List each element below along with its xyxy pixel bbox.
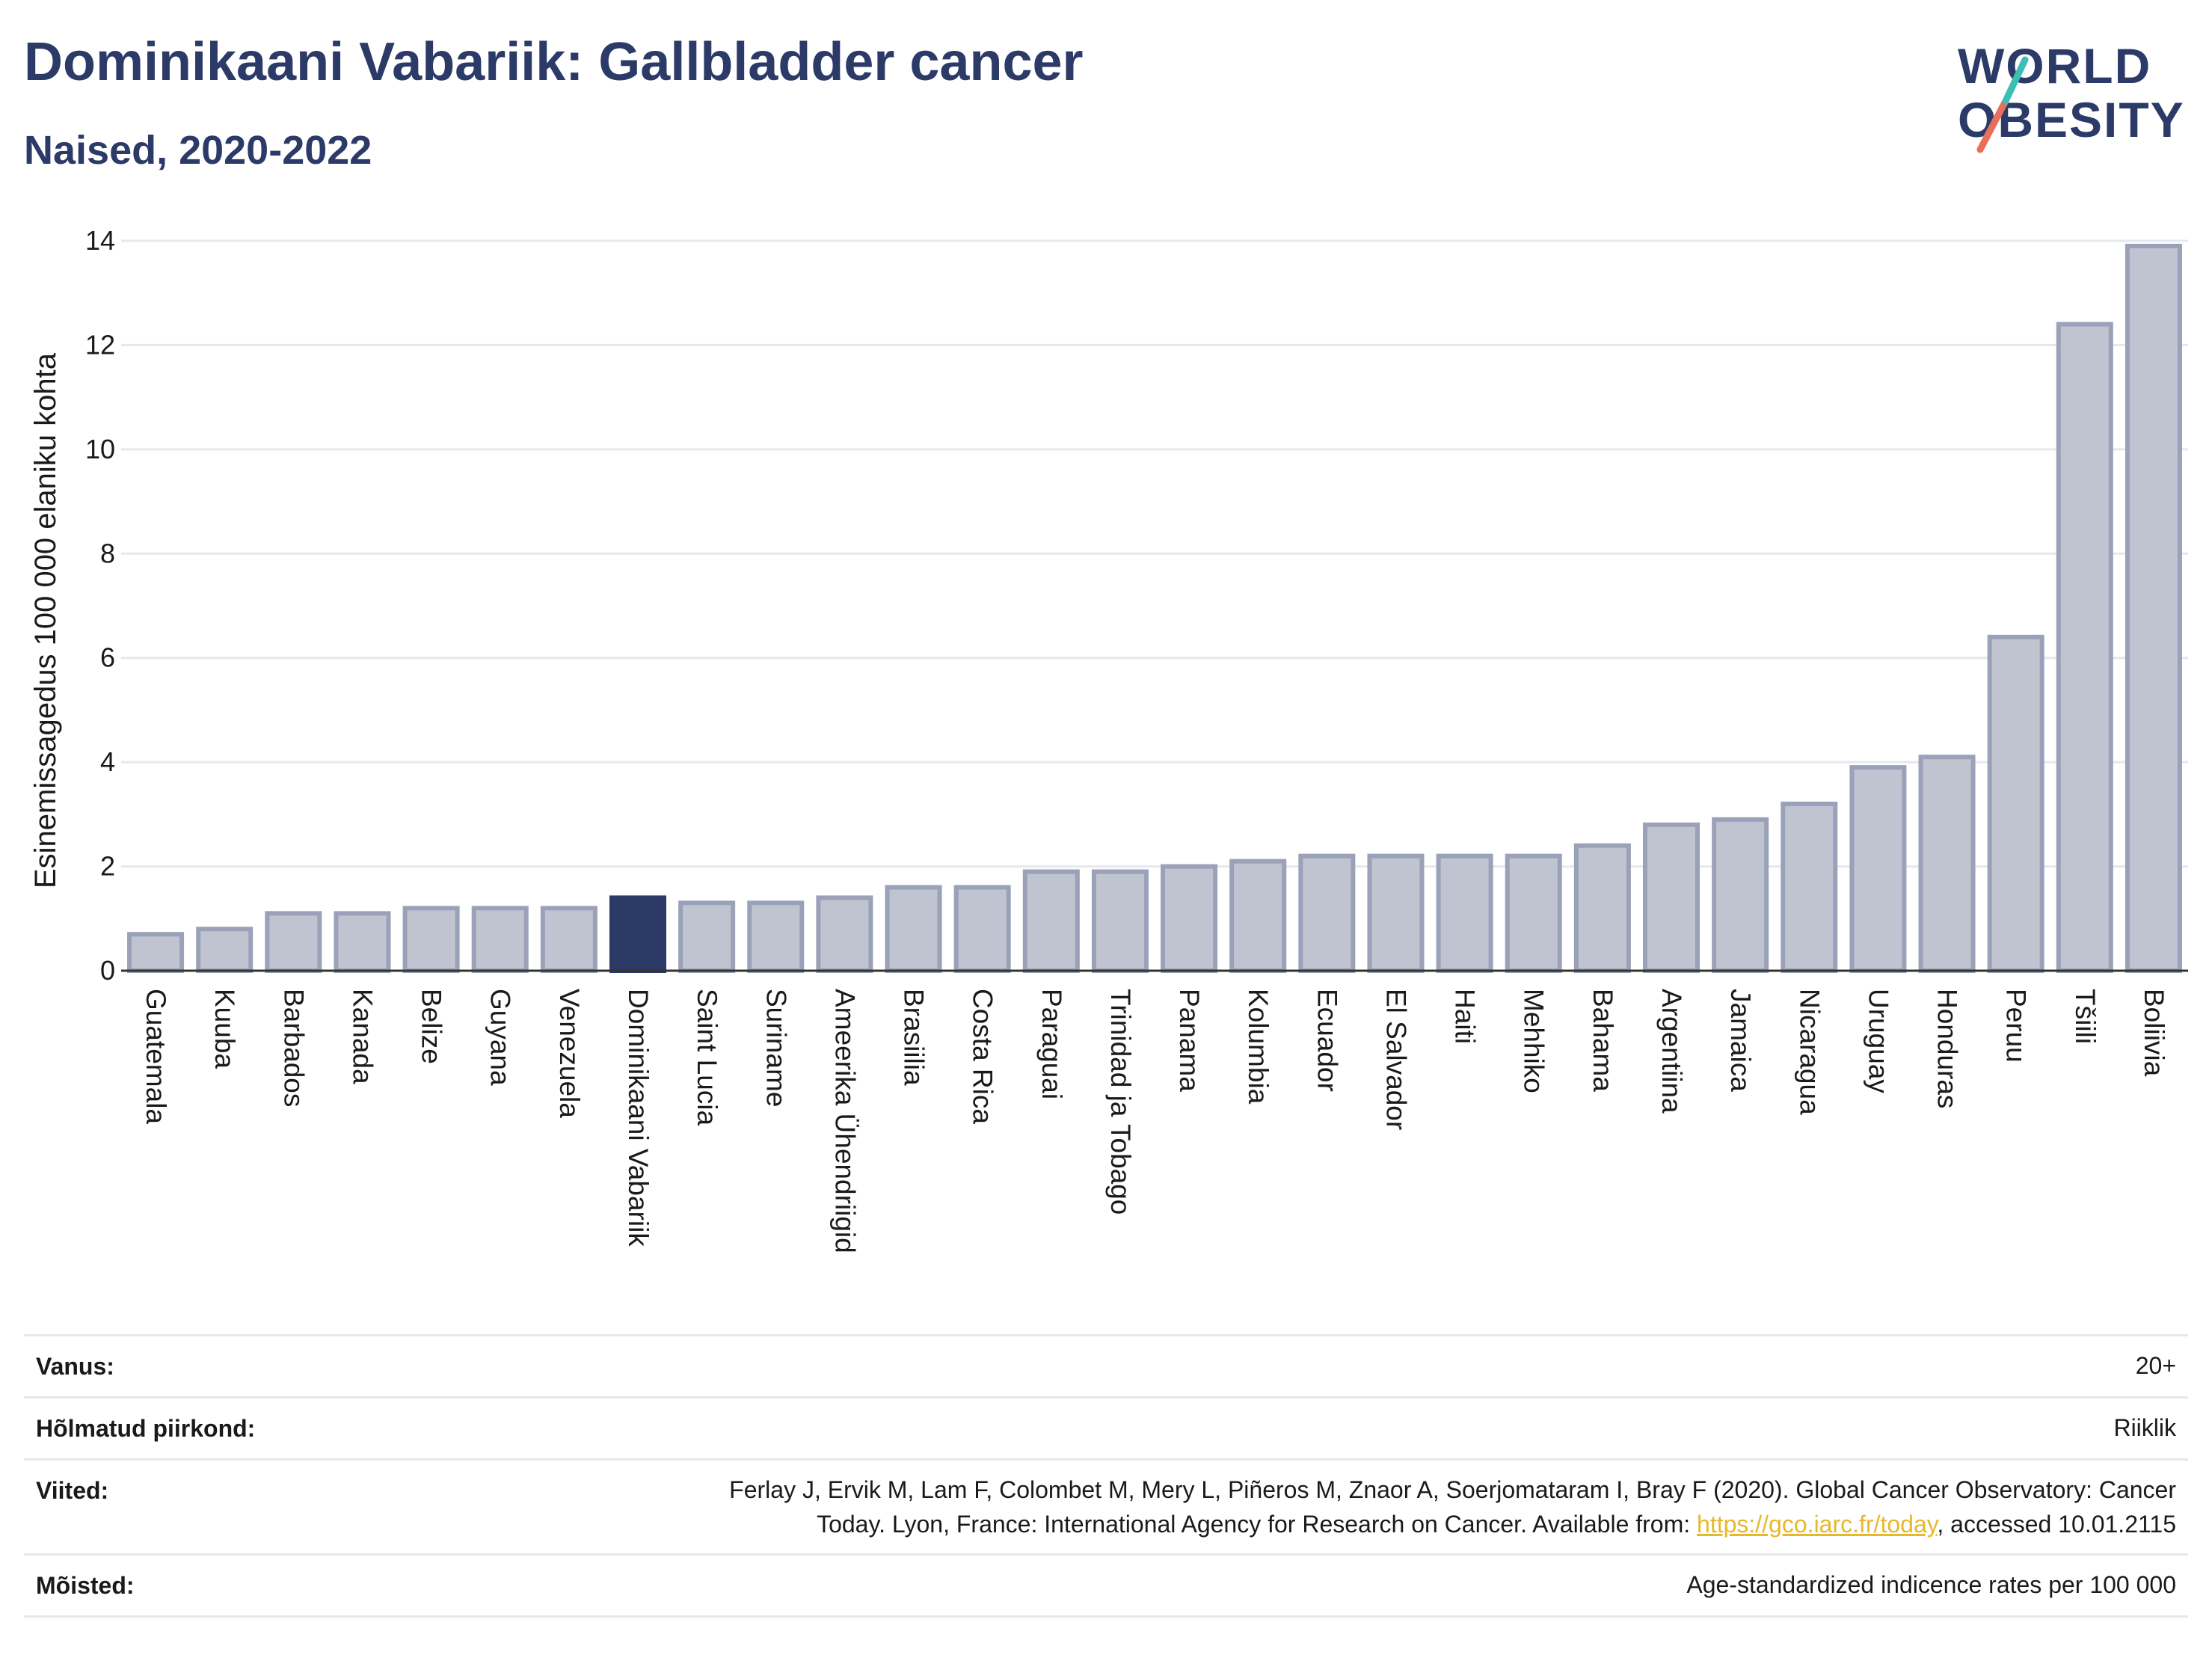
info-label-age: Vanus: xyxy=(36,1353,114,1380)
x-tick-label: Honduras xyxy=(1932,989,1963,1108)
x-tick-label: Guatemala xyxy=(141,989,171,1124)
x-tick-label: Paraguai xyxy=(1036,989,1067,1099)
bar xyxy=(1987,634,2044,973)
x-tick-label: Costa Rica xyxy=(968,989,998,1124)
bar xyxy=(402,906,460,974)
bar xyxy=(1161,864,1218,973)
y-tick-label: 2 xyxy=(100,851,115,882)
info-row-references: Viited: Ferlay J, Ervik M, Lam F, Colomb… xyxy=(24,1458,2188,1553)
info-label-references: Viited: xyxy=(36,1477,109,1504)
x-tick-label: Guyana xyxy=(485,989,516,1086)
x-tick-label: Boliivia xyxy=(2139,989,2169,1077)
info-row-coverage: Hõlmatud piirkond: Riiklik xyxy=(24,1396,2188,1458)
x-tick-label: Kanada xyxy=(347,989,378,1084)
info-value-references: Ferlay J, Ervik M, Lam F, Colombet M, Me… xyxy=(729,1473,2188,1541)
x-tick-label: Uruguay xyxy=(1863,989,1893,1093)
logo-line-1: WORLD xyxy=(1958,38,2152,93)
y-tick-label: 4 xyxy=(100,746,115,777)
y-tick-label: 0 xyxy=(100,955,115,986)
info-value-age: 20+ xyxy=(2135,1352,2176,1379)
y-tick-label: 10 xyxy=(85,434,115,464)
x-tick-label: Bahama xyxy=(1588,989,1618,1092)
bar xyxy=(1436,853,1493,973)
info-label-coverage: Hõlmatud piirkond: xyxy=(36,1415,256,1442)
bar xyxy=(334,911,391,974)
x-tick-label: Nicaragua xyxy=(1794,989,1825,1115)
bar xyxy=(953,885,1011,974)
bar xyxy=(1298,853,1356,973)
bar xyxy=(1642,822,1701,974)
bar xyxy=(1781,801,1838,974)
x-tick-label: Saint Lucia xyxy=(692,989,722,1126)
reference-link[interactable]: https://gco.iarc.fr/today xyxy=(1697,1511,1938,1538)
bar xyxy=(1367,853,1425,973)
y-tick-label: 8 xyxy=(100,538,115,568)
y-tick-label: 6 xyxy=(100,642,115,673)
chart-title: Dominikaani Vabariik: Gallbladder cancer xyxy=(24,32,1084,92)
x-tick-label: Tšiili xyxy=(2070,989,2101,1044)
bar xyxy=(2056,322,2113,973)
reference-line-2-end: , accessed 10.01.2115 xyxy=(1937,1511,2176,1538)
bar xyxy=(1505,853,1562,973)
logo-slash-icon xyxy=(1976,56,2029,153)
bar xyxy=(471,906,529,974)
bar xyxy=(1229,859,1287,973)
bar xyxy=(2125,243,2182,973)
bar xyxy=(196,927,254,973)
bar xyxy=(127,932,185,973)
reference-line-2-start: Today. Lyon, France: International Agenc… xyxy=(817,1511,1698,1538)
x-tick-label: Kuuba xyxy=(209,989,240,1069)
bar xyxy=(678,900,736,974)
x-tick-label: Venezuela xyxy=(554,989,585,1118)
bar xyxy=(1573,843,1631,973)
x-tick-label: Panama xyxy=(1174,989,1205,1092)
x-tick-label: Ecuador xyxy=(1312,989,1342,1092)
info-row-definitions: Mõisted: Age-standardized indicence rate… xyxy=(24,1553,2188,1618)
info-value-definitions: Age-standardized indicence rates per 100… xyxy=(1686,1571,2176,1598)
bar-chart: 0 2 4 6 8 10 12 14 Esinemissagedus 100 000 elani… xyxy=(29,225,2188,1253)
bar xyxy=(1918,755,1976,974)
info-row-age: Vanus: 20+ xyxy=(24,1334,2188,1396)
reference-line-1: Ferlay J, Ervik M, Lam F, Colombet M, Me… xyxy=(729,1476,2176,1503)
y-tick-label: 12 xyxy=(85,329,115,360)
x-tick-label: Mehhiko xyxy=(1519,989,1549,1093)
x-tick-label: Dominikaani Vabariik xyxy=(623,989,654,1247)
world-obesity-logo: WORLD OBESITY xyxy=(1944,30,2199,157)
bar xyxy=(885,885,942,974)
x-tick-label: Belize xyxy=(417,989,447,1064)
x-tick-label: Brasiilia xyxy=(899,989,930,1086)
chart-subtitle: Naised, 2020-2022 xyxy=(24,128,372,173)
x-tick-label: Kolumbia xyxy=(1243,989,1274,1105)
bar xyxy=(816,895,873,974)
x-tick-label: Peruu xyxy=(2001,989,2032,1063)
bar xyxy=(1091,869,1149,973)
bar xyxy=(265,911,322,974)
x-tick-label: El Salvador xyxy=(1380,989,1411,1130)
x-tick-label: Barbados xyxy=(278,989,309,1107)
bar xyxy=(1712,817,1769,974)
x-tick-label: Argentiina xyxy=(1656,989,1687,1114)
x-tick-label: Jamaica xyxy=(1725,989,1756,1092)
x-tick-label: Trinidad ja Tobago xyxy=(1105,989,1136,1215)
bar xyxy=(1022,869,1080,973)
x-tick-label: Haiti xyxy=(1450,989,1481,1044)
x-tick-label: Suriname xyxy=(761,989,791,1107)
bar xyxy=(609,895,667,974)
info-value-coverage: Riiklik xyxy=(2113,1414,2176,1441)
x-tick-label: Ameerika Ühendriigid xyxy=(829,989,860,1253)
y-tick-label: 14 xyxy=(85,225,115,256)
bar xyxy=(540,906,597,974)
info-table: Vanus: 20+ Hõlmatud piirkond: Riiklik Vi… xyxy=(24,1334,2188,1618)
bar xyxy=(747,900,805,974)
bar xyxy=(1849,765,1907,973)
info-label-definitions: Mõisted: xyxy=(36,1572,135,1599)
y-axis-label: Esinemissagedus 100 000 elaniku kohta xyxy=(29,352,62,888)
